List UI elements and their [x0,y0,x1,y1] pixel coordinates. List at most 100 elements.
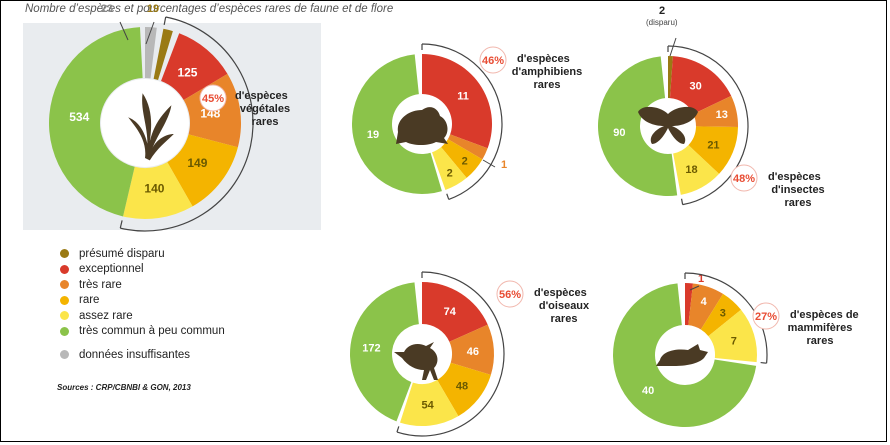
donut-slice-espcesvgtales-tres-commun [48,27,143,217]
legend-swatch [60,280,69,290]
donut-slice-mammifres-assez-rare [708,309,757,363]
slice-value-label: 13 [716,109,728,121]
source-note: Sources : CRP/CBNBl & GON, 2013 [57,383,191,392]
legend-item-rare: rare [60,293,225,309]
slice-value-label-outside: 19 [147,3,159,15]
slice-value-label: 534 [69,110,89,124]
legend-label: présumé disparu [79,247,165,260]
slice-value-label: 2 [462,155,468,167]
percent-badge [479,46,507,74]
leader-line-disparu-insectes [669,37,677,57]
slice-value-label: 40 [642,385,654,397]
donut-slice-amphibiens-assez-rare [432,147,467,190]
legend-label: très rare [79,278,122,291]
slice-value-label-outside: 1 [698,273,704,285]
slice-value-label: 149 [187,156,207,170]
donut-slice-amphibiens-rare [441,139,483,178]
legend-label: assez rare [79,309,133,322]
rare-label-line: rares [252,116,279,128]
slice-value-label: 140 [144,181,164,195]
frog-icon [396,107,448,145]
legend-label: très commun à peu commun [79,325,225,338]
donut-slice-amphibiens-tres-rare [447,134,488,160]
slice-value-label: 74 [444,306,457,318]
slice-value-label: 7 [731,335,737,347]
rare-label-line: d'espèces [235,90,288,102]
rare-bracket-arc [684,272,768,364]
plant-icon [128,93,174,161]
donut-slice-mammifres-exceptionnel [685,283,694,326]
percent-badge [496,280,524,308]
figure-title: Nombre d’espèces et pourcentages d’espèc… [25,3,394,15]
donut-slice-amphibiens-tres-commun [351,54,442,195]
rare-label-line: d'espèces [534,287,587,299]
rare-percent-value: 46% [482,55,504,67]
donut-slice-espcesvgtales-donnees-insuffisantes [145,27,157,79]
rare-label-line: rares [551,313,578,325]
rare-bracket-tick [446,193,450,200]
slice-value-label: 2 [447,168,453,180]
slice-value-label: 46 [467,346,479,358]
rare-label-line: rares [534,79,561,91]
butterfly-icon [638,106,698,144]
rare-bracket-arc [120,16,254,232]
rare-percent-value: 48% [733,173,755,185]
slice-value-label: 21 [707,139,719,151]
rare-percent-value: 27% [755,311,777,323]
slice-value-label: 30 [689,81,701,93]
donut-slice-espcesvgtales-presume-disparu [153,28,173,80]
donut-slice-oiseaux-tres-rare [449,324,494,375]
rare-label-line: rares [785,197,812,209]
donut-hole [101,79,189,167]
donut-slice-insectes-rare [688,126,738,174]
legend-label: données insuffisantes [79,348,191,361]
donut-slice-insectes-presume-disparu [668,56,673,99]
donut-slice-oiseaux-rare [437,362,491,417]
rare-bracket-tick [760,361,767,364]
rare-percent-value: 56% [499,289,521,301]
legend-item-presume-disparu: présumé disparu [60,246,225,262]
donut-slice-insectes-assez-rare [673,145,720,195]
rare-label-line: mammifères [788,322,853,334]
donut-slice-espcesvgtales-assez-rare [123,162,193,220]
slice-value-label: 11 [457,90,469,102]
legend-swatch [60,264,69,274]
legend-swatch [60,311,69,321]
donut-slice-insectes-tres-commun [598,56,678,196]
leader-line-donnees [119,21,129,41]
slice-value-label: 18 [685,164,697,176]
rare-label-line: d'oiseaux [539,300,590,312]
slice-value-label: 3 [720,307,726,319]
legend-item-tres-rare: très rare [60,277,225,293]
percent-badge [752,302,780,330]
leader-line-disparu [145,21,155,45]
donut-slice-insectes-exceptionnel [669,56,732,114]
legend: présumé disparu exceptionnel très rare r… [60,246,225,363]
donut-slice-mammifres-tres-rare [688,283,724,330]
donut-slice-oiseaux-exceptionnel [422,282,488,342]
legend-swatch [60,326,69,336]
slice-value-label: 48 [456,381,468,393]
slice-value-label: 172 [362,342,380,354]
rare-label-line: végétales [240,103,290,115]
donut-slice-oiseaux-assez-rare [400,379,459,427]
slice-value-label: 4 [701,296,708,308]
bird-icon [394,342,438,380]
legend-label: rare [79,294,100,307]
donut-slice-mammifres-tres-commun [613,283,757,427]
legend-swatch [60,295,69,305]
donut-slice-oiseaux-tres-commun [350,282,419,422]
donut-slice-espcesvgtales-exceptionnel [161,33,228,100]
leader-line-exceptionnel [689,285,700,291]
donut-slice-amphibiens-exceptionnel [422,54,492,149]
disparu-note: (disparu) [646,18,678,27]
rare-label-line: rares [807,335,834,347]
rare-bracket-tick [396,426,400,433]
rare-bracket-arc [421,43,503,200]
rare-bracket-arc [396,271,505,437]
slice-value-label: 125 [177,65,197,79]
rare-label-line: d'espèces [768,171,821,183]
rare-bracket-tick [680,198,684,205]
leader-line-tres-rare [482,159,496,168]
